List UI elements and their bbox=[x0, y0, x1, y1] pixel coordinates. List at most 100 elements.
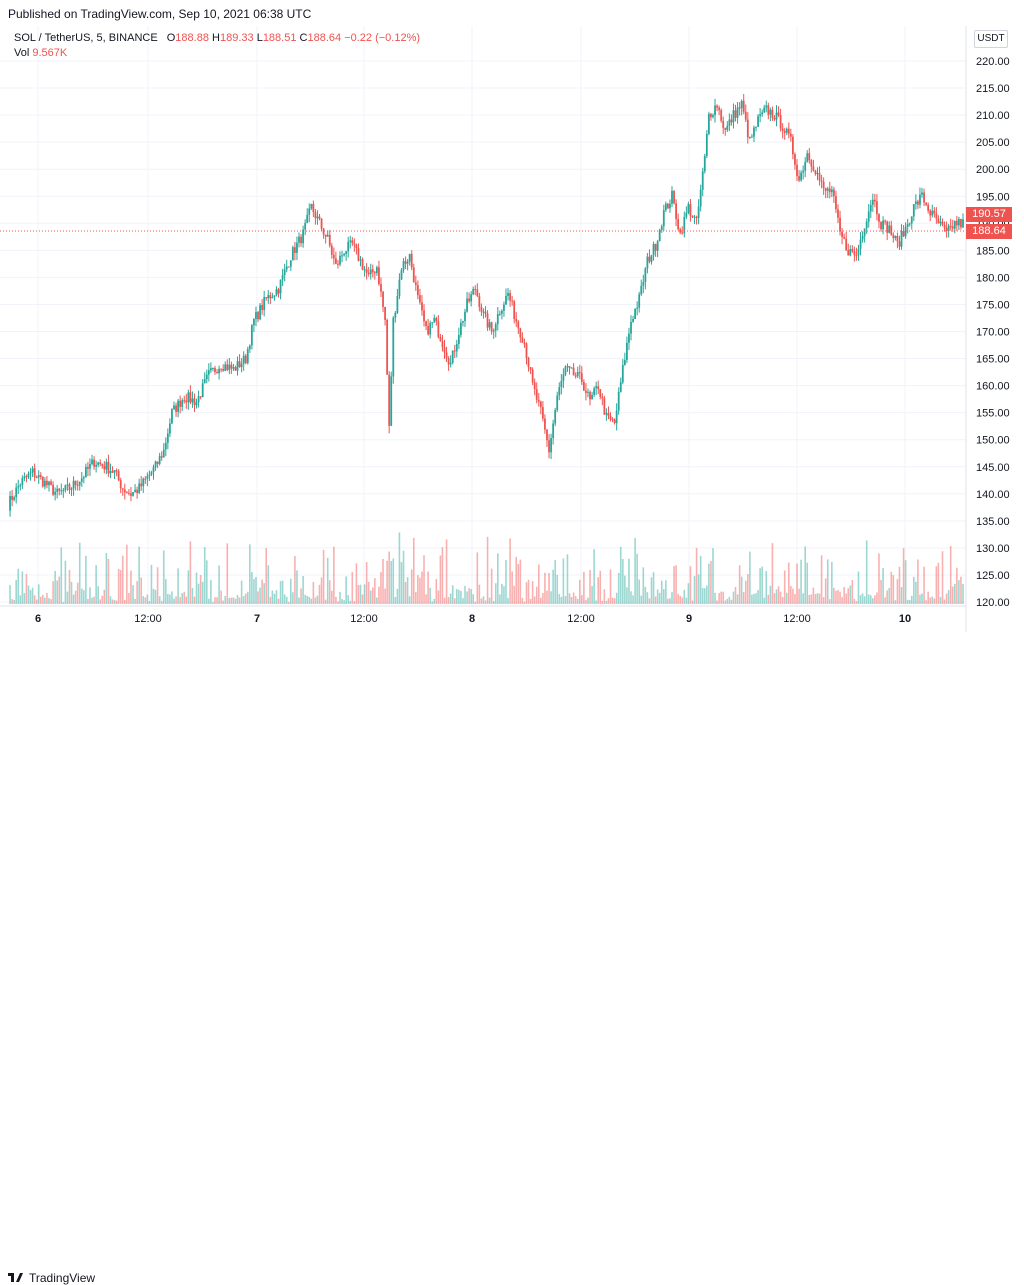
candle-body bbox=[636, 308, 638, 309]
candle-body bbox=[827, 188, 829, 190]
candle-body bbox=[696, 217, 698, 218]
candle-body bbox=[585, 391, 587, 393]
candle-body bbox=[9, 496, 11, 511]
volume-bar bbox=[503, 586, 505, 604]
volume-bar bbox=[837, 590, 839, 604]
candle-body bbox=[431, 322, 433, 323]
candle-body bbox=[460, 323, 462, 335]
candle-body bbox=[694, 217, 696, 218]
candle-body bbox=[874, 200, 876, 202]
candle-body bbox=[392, 318, 394, 377]
candle-body bbox=[819, 173, 821, 180]
volume-bar bbox=[9, 585, 11, 604]
volume-bar bbox=[124, 600, 126, 604]
volume-bar bbox=[347, 595, 349, 604]
candle-body bbox=[810, 160, 812, 166]
legend-ohlc-row: SOL / TetherUS, 5, BINANCE O188.88 H189.… bbox=[14, 31, 420, 46]
volume-bar bbox=[263, 583, 265, 604]
candle-body bbox=[614, 420, 616, 423]
volume-bar bbox=[878, 553, 880, 604]
candle-body bbox=[183, 400, 185, 401]
volume-bar bbox=[960, 577, 962, 604]
candle-body bbox=[134, 490, 136, 492]
volume-bar bbox=[620, 547, 622, 604]
volume-bar bbox=[36, 600, 38, 604]
candle-body bbox=[872, 200, 874, 205]
volume-bar bbox=[749, 552, 751, 604]
volume-bar bbox=[208, 599, 210, 604]
candle-body bbox=[93, 460, 95, 467]
volume-bar bbox=[179, 597, 181, 604]
volume-bar bbox=[763, 598, 765, 604]
candle-body bbox=[425, 321, 427, 326]
candle-body bbox=[32, 468, 34, 472]
time-tick-label: 8 bbox=[469, 613, 475, 625]
candle-body bbox=[433, 318, 435, 322]
volume-bar bbox=[497, 553, 499, 604]
candle-body bbox=[587, 392, 589, 393]
volume-bar bbox=[806, 563, 808, 604]
volume-bar bbox=[380, 572, 382, 604]
volume-bar bbox=[417, 575, 419, 604]
candle-body bbox=[833, 189, 835, 196]
symbol-label[interactable]: SOL / TetherUS, 5, BINANCE bbox=[14, 32, 158, 44]
price-tick-label: 180.00 bbox=[976, 272, 1010, 284]
currency-button[interactable]: USDT bbox=[974, 30, 1008, 48]
candle-body bbox=[171, 409, 173, 423]
candle-body bbox=[228, 365, 230, 370]
candle-body bbox=[337, 264, 339, 265]
candle-body bbox=[235, 367, 237, 371]
candle-body bbox=[905, 227, 907, 236]
candle-body bbox=[806, 153, 808, 162]
candle-body bbox=[290, 260, 292, 266]
candle-body bbox=[526, 343, 528, 358]
volume-bar bbox=[399, 532, 401, 604]
candle-body bbox=[870, 205, 872, 212]
candle-body bbox=[241, 364, 243, 367]
candle-body bbox=[89, 464, 91, 469]
volume-bar bbox=[729, 597, 731, 604]
candle-body bbox=[333, 255, 335, 259]
volume-bar bbox=[341, 599, 343, 604]
volume-bar bbox=[474, 602, 476, 604]
candle-body bbox=[784, 131, 786, 133]
volume-bar bbox=[282, 581, 284, 604]
candle-body bbox=[101, 464, 103, 466]
volume-bar bbox=[366, 562, 368, 604]
candle-body bbox=[519, 328, 521, 337]
brand-name[interactable]: TradingView bbox=[29, 1271, 95, 1285]
candle-body bbox=[677, 219, 679, 229]
volume-bar bbox=[884, 597, 886, 604]
candle-body bbox=[651, 255, 653, 261]
volume-bar bbox=[159, 596, 161, 604]
candle-body bbox=[743, 101, 745, 112]
candle-body bbox=[747, 120, 749, 138]
candle-body bbox=[239, 361, 241, 367]
candle-body bbox=[868, 212, 870, 222]
candlestick-chart[interactable]: 220.00 215.00 210.00 205.00 200.00 195.00 190.… bbox=[0, 0, 1024, 662]
volume-bar bbox=[73, 595, 75, 604]
price-tick-label: 205.00 bbox=[976, 137, 1010, 149]
candle-body bbox=[556, 396, 558, 410]
time-tick-label: 10 bbox=[899, 613, 911, 625]
volume-bar bbox=[696, 548, 698, 604]
volume-bar bbox=[288, 602, 290, 604]
volume-bar bbox=[104, 590, 106, 604]
volume-bar bbox=[720, 592, 722, 604]
volume-bar bbox=[657, 590, 659, 604]
volume-bar bbox=[831, 562, 833, 604]
candle-body bbox=[349, 240, 351, 241]
volume-bar bbox=[952, 587, 954, 604]
candle-body bbox=[255, 312, 257, 319]
candle-body bbox=[487, 314, 489, 328]
candle-body bbox=[222, 369, 224, 371]
volume-bar bbox=[581, 595, 583, 604]
candle-body bbox=[116, 470, 118, 471]
volume-value: 9.567K bbox=[32, 47, 67, 59]
volume-bar bbox=[893, 575, 895, 604]
volume-bar bbox=[888, 588, 890, 604]
candle-body bbox=[528, 358, 530, 367]
candle-body bbox=[544, 419, 546, 430]
volume-bar bbox=[323, 550, 325, 604]
candle-body bbox=[595, 386, 597, 388]
